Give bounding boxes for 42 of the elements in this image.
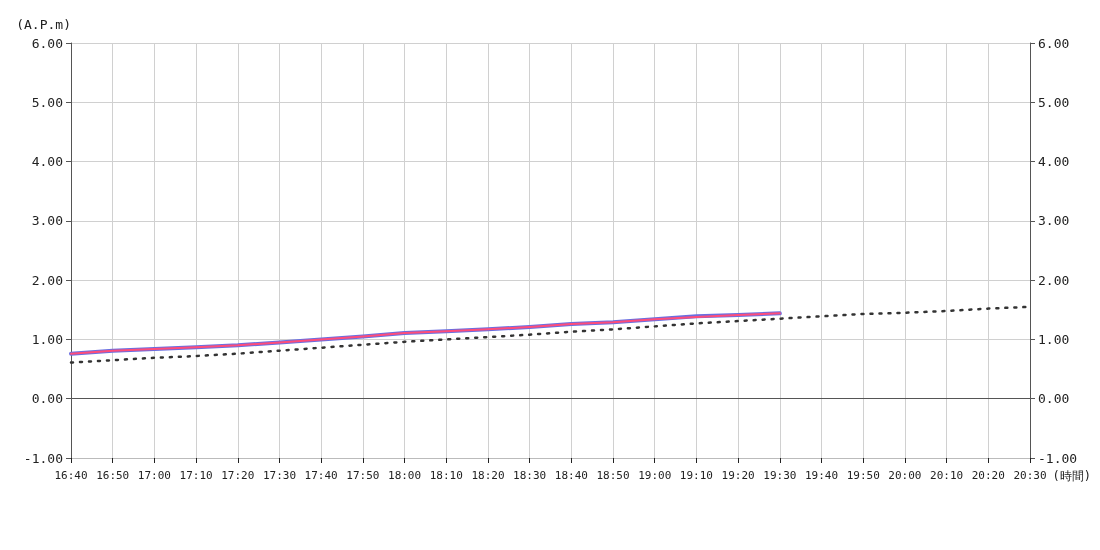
x-tick-label: 18:40 bbox=[554, 469, 588, 482]
x-tick-label: 18:50 bbox=[596, 469, 630, 482]
y2-tick-label: 2.00 bbox=[1038, 272, 1070, 288]
x-tick-label: 17:30 bbox=[262, 469, 297, 482]
y-tick-label: 6.00 bbox=[31, 35, 63, 51]
x-tick-label: 18:30 bbox=[513, 469, 547, 482]
x-tick-label: 18:00 bbox=[388, 469, 422, 482]
y-tick-label: 5.00 bbox=[31, 94, 63, 110]
x-tick-label: 19:50 bbox=[846, 469, 880, 482]
y2-tick-label: 5.00 bbox=[1038, 94, 1070, 110]
x-axis-title: (時間) bbox=[1052, 469, 1091, 483]
y2-tick-label: 6.00 bbox=[1038, 35, 1070, 51]
x-tick-label: 19:40 bbox=[804, 469, 839, 482]
x-tick-label: 17:00 bbox=[137, 469, 171, 482]
x-tick-label: 20:10 bbox=[930, 469, 964, 482]
x-tick-label: 17:10 bbox=[179, 469, 213, 482]
x-tick-label: 18:10 bbox=[429, 469, 463, 482]
y-tick-label: 0.00 bbox=[31, 391, 63, 407]
x-tick-label: 20:00 bbox=[888, 469, 922, 482]
y2-tick-label: 3.00 bbox=[1038, 213, 1070, 229]
y-tick-label: 4.00 bbox=[31, 154, 63, 170]
x-tick-label: 20:30 bbox=[1013, 469, 1047, 482]
x-tick-label: 17:20 bbox=[221, 469, 255, 482]
x-tick-label: 19:00 bbox=[638, 469, 672, 482]
y-tick-label: 1.00 bbox=[31, 331, 63, 347]
x-tick-label: 17:50 bbox=[346, 469, 380, 482]
y2-tick-label: -1.00 bbox=[1038, 450, 1078, 466]
y-axis-title: (A.P.m) bbox=[16, 17, 71, 32]
x-tick-label: 19:30 bbox=[763, 469, 797, 482]
x-tick-label: 18:20 bbox=[471, 469, 505, 482]
x-tick-label: 16:50 bbox=[96, 469, 130, 482]
x-tick-label: 17:40 bbox=[304, 469, 338, 482]
y2-tick-label: 4.00 bbox=[1038, 154, 1070, 170]
y2-tick-label: 0.00 bbox=[1038, 391, 1070, 407]
x-tick-label: 16:40 bbox=[54, 469, 88, 482]
y-tick-label: 2.00 bbox=[31, 272, 63, 288]
x-tick-label: 19:20 bbox=[721, 469, 755, 482]
y-tick-label: 3.00 bbox=[31, 213, 63, 229]
x-tick-label: 19:10 bbox=[679, 469, 713, 482]
y2-tick-label: 1.00 bbox=[1038, 331, 1070, 347]
x-tick-label: 20:20 bbox=[971, 469, 1005, 482]
y-tick-label: -1.00 bbox=[23, 450, 63, 466]
